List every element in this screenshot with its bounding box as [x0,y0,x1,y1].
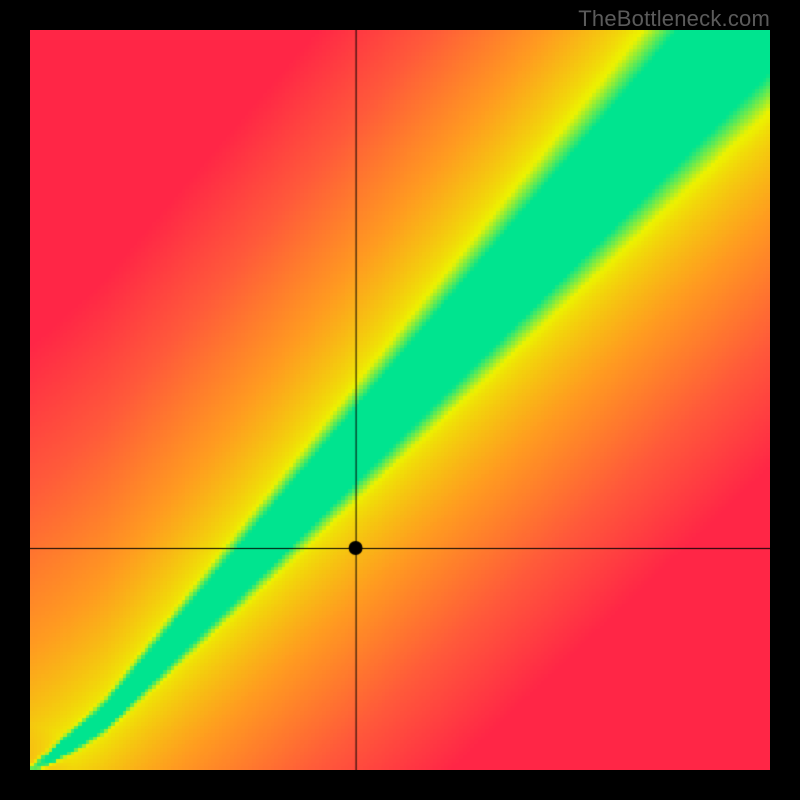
heatmap-plot [30,30,770,770]
heatmap-canvas [30,30,770,770]
chart-container: TheBottleneck.com [0,0,800,800]
watermark-text: TheBottleneck.com [578,6,770,32]
